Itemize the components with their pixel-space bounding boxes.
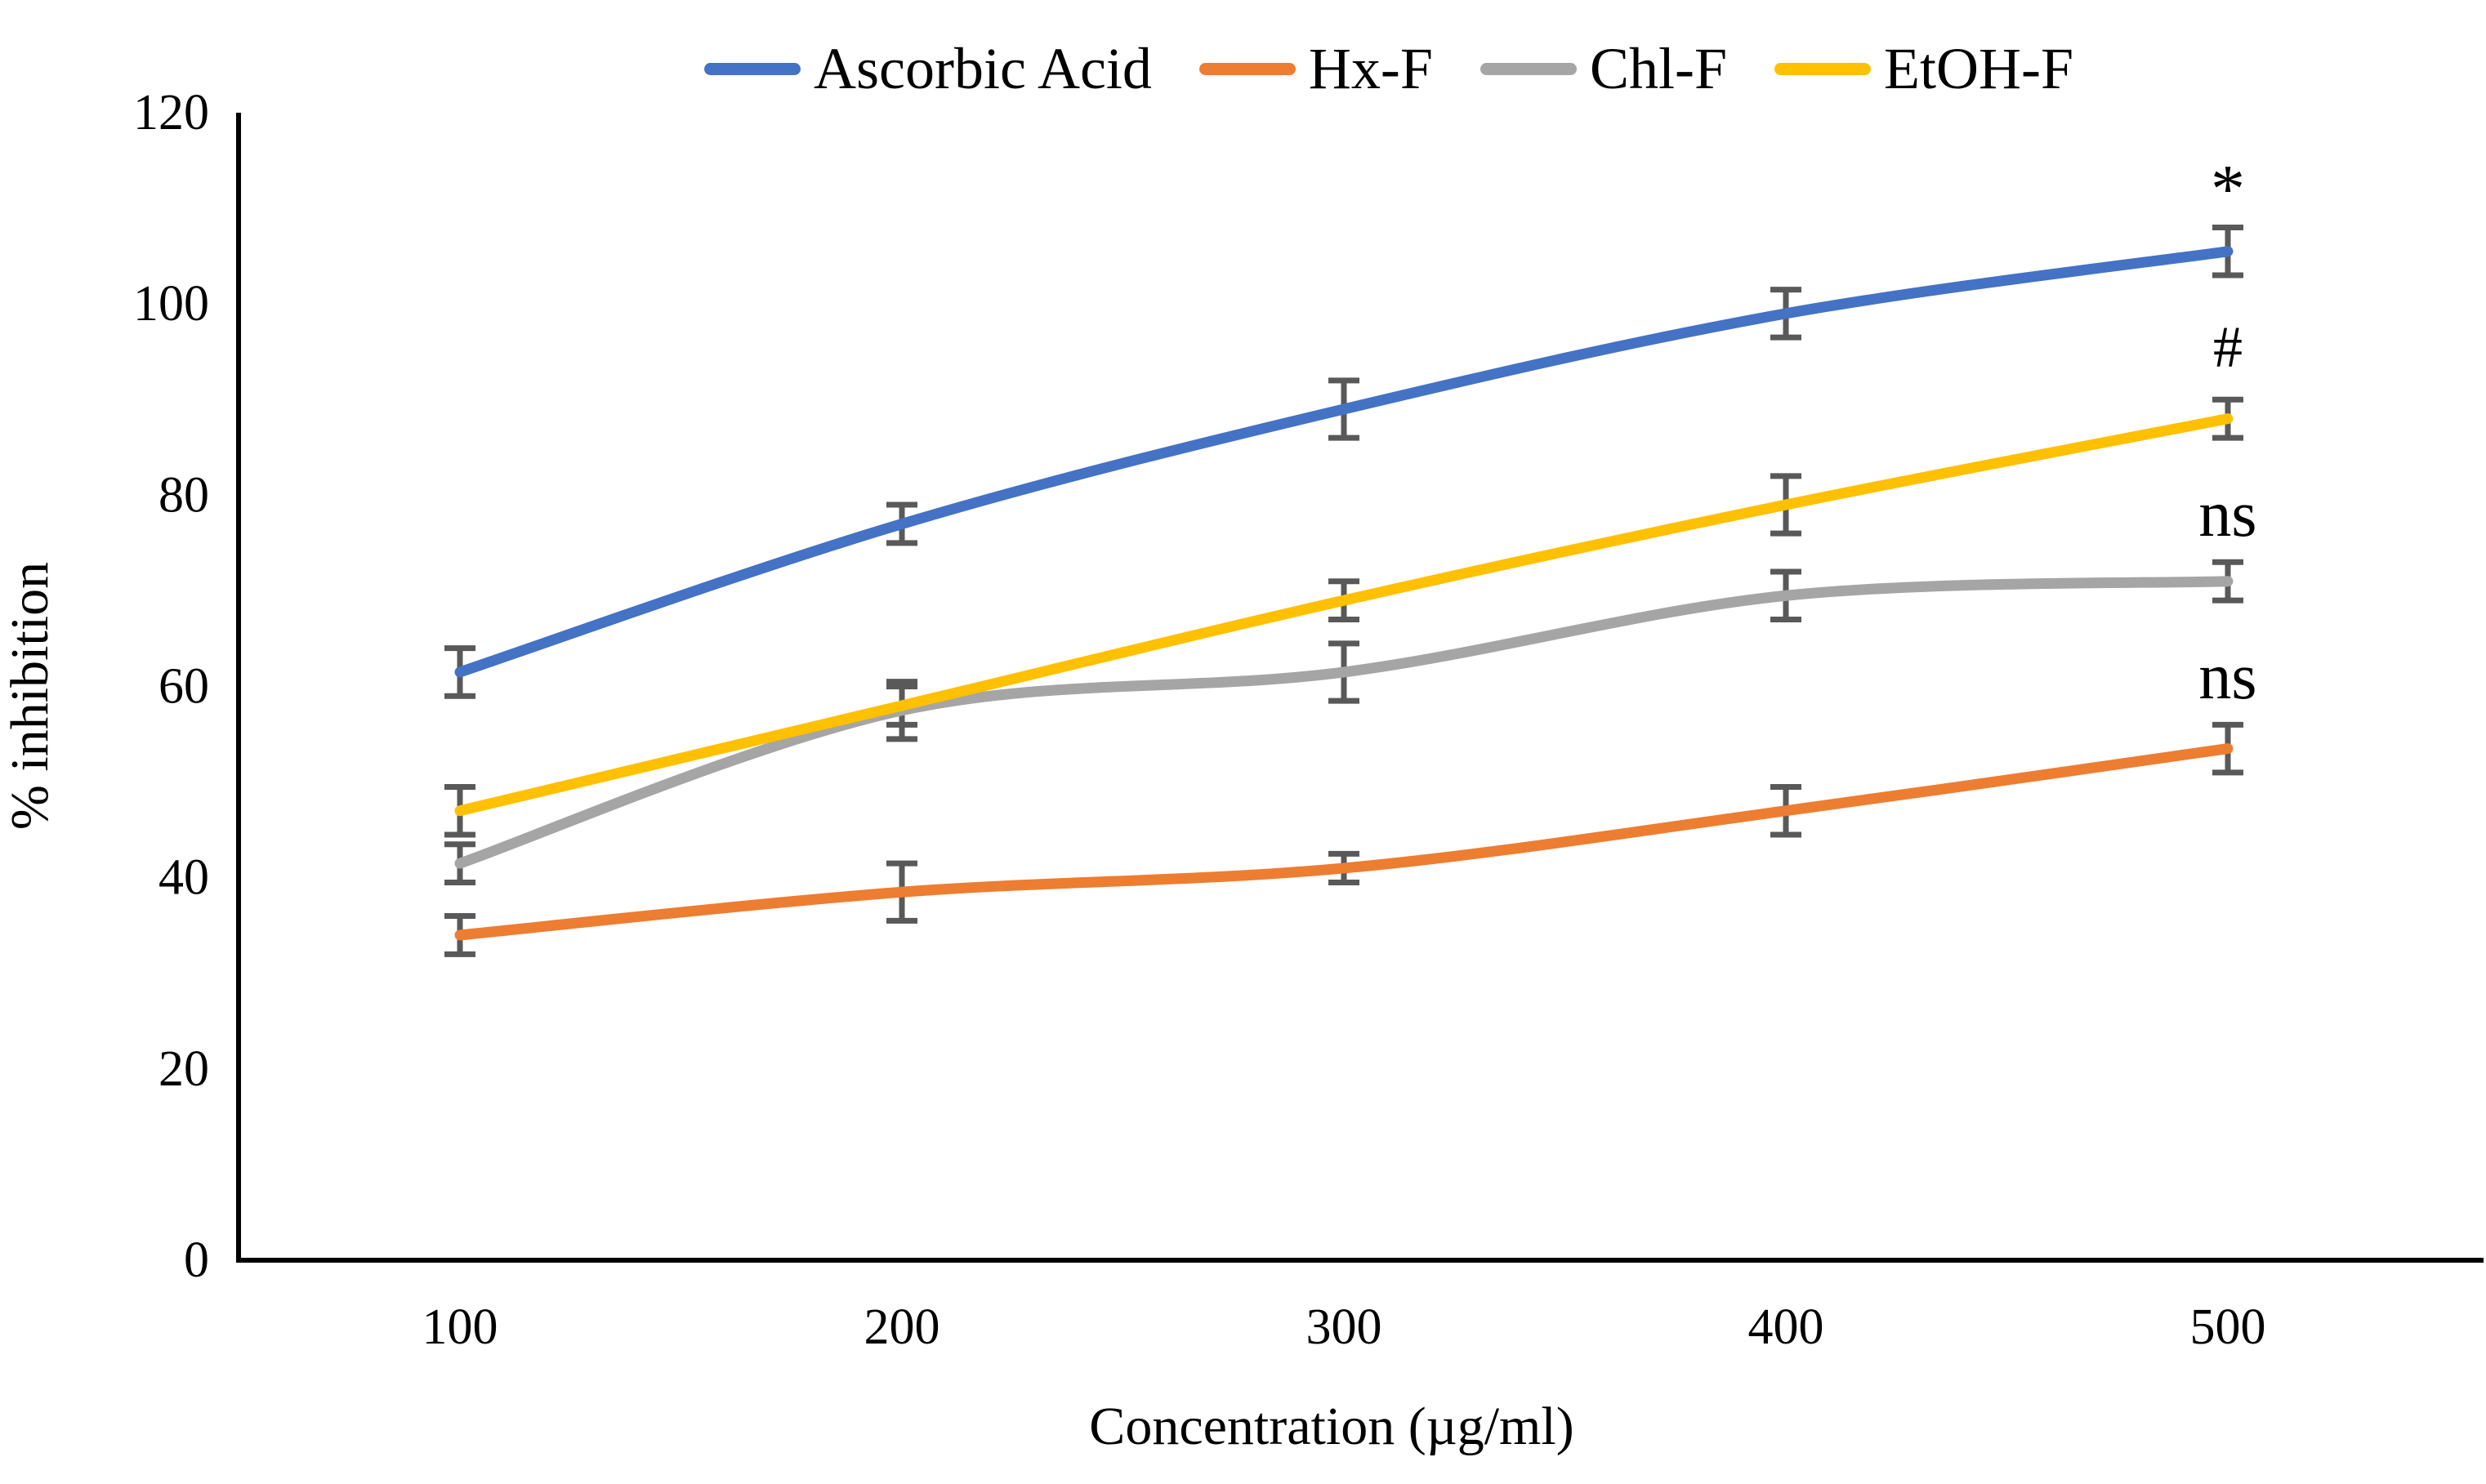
y-axis-title: % inhibition bbox=[0, 562, 60, 830]
y-axis-ticks: 0 20 40 60 80 100 120 bbox=[133, 85, 209, 1288]
annotation-hash: # bbox=[2213, 314, 2243, 380]
legend-swatch bbox=[1480, 62, 1577, 75]
x-tick-label: 300 bbox=[1306, 1299, 1382, 1355]
series-line-hx-f bbox=[454, 743, 2234, 941]
legend-item-chl-f: Chl-F bbox=[1480, 39, 1727, 98]
legend: Ascorbic Acid Hx-F Chl-F EtOH-F bbox=[704, 39, 2073, 98]
legend-item-etoh-f: EtOH-F bbox=[1774, 39, 2073, 98]
legend-swatch bbox=[1198, 62, 1296, 75]
x-tick-label: 500 bbox=[2190, 1299, 2266, 1355]
legend-label: EtOH-F bbox=[1883, 36, 2073, 101]
series-line-ascorbic-acid bbox=[454, 246, 2234, 678]
x-tick-label: 400 bbox=[1748, 1299, 1824, 1355]
y-tick-label: 120 bbox=[133, 85, 209, 140]
y-tick-label: 60 bbox=[158, 659, 209, 715]
x-axis-ticks: 100 200 300 400 500 bbox=[422, 1299, 2266, 1355]
legend-item-ascorbic-acid: Ascorbic Acid bbox=[704, 39, 1152, 98]
y-tick-label: 20 bbox=[158, 1041, 209, 1097]
legend-label: Ascorbic Acid bbox=[814, 36, 1152, 101]
legend-label: Chl-F bbox=[1589, 36, 1727, 101]
y-tick-label: 40 bbox=[158, 850, 209, 906]
series-line-chl-f bbox=[454, 576, 2234, 869]
series-line-etoh-f bbox=[454, 413, 2234, 817]
error-bars bbox=[444, 225, 2243, 957]
annotation-ns: ns bbox=[2198, 479, 2256, 550]
y-tick-label: 100 bbox=[133, 276, 209, 332]
annotations: * # ns ns bbox=[2198, 151, 2256, 713]
y-tick-label: 80 bbox=[158, 467, 209, 523]
series-lines bbox=[454, 246, 2234, 941]
annotation-asterisk: * bbox=[2211, 151, 2245, 227]
annotation-ns: ns bbox=[2198, 641, 2256, 713]
legend-label: Hx-F bbox=[1308, 36, 1433, 101]
axes bbox=[236, 113, 2484, 1263]
x-tick-label: 200 bbox=[864, 1299, 940, 1355]
legend-item-hx-f: Hx-F bbox=[1198, 36, 1433, 101]
x-axis-title: Concentration (µg/ml) bbox=[1089, 1397, 1573, 1456]
y-tick-label: 0 bbox=[184, 1232, 209, 1288]
legend-swatch bbox=[704, 62, 801, 75]
x-tick-label: 100 bbox=[422, 1299, 498, 1355]
legend-swatch bbox=[1774, 62, 1871, 75]
